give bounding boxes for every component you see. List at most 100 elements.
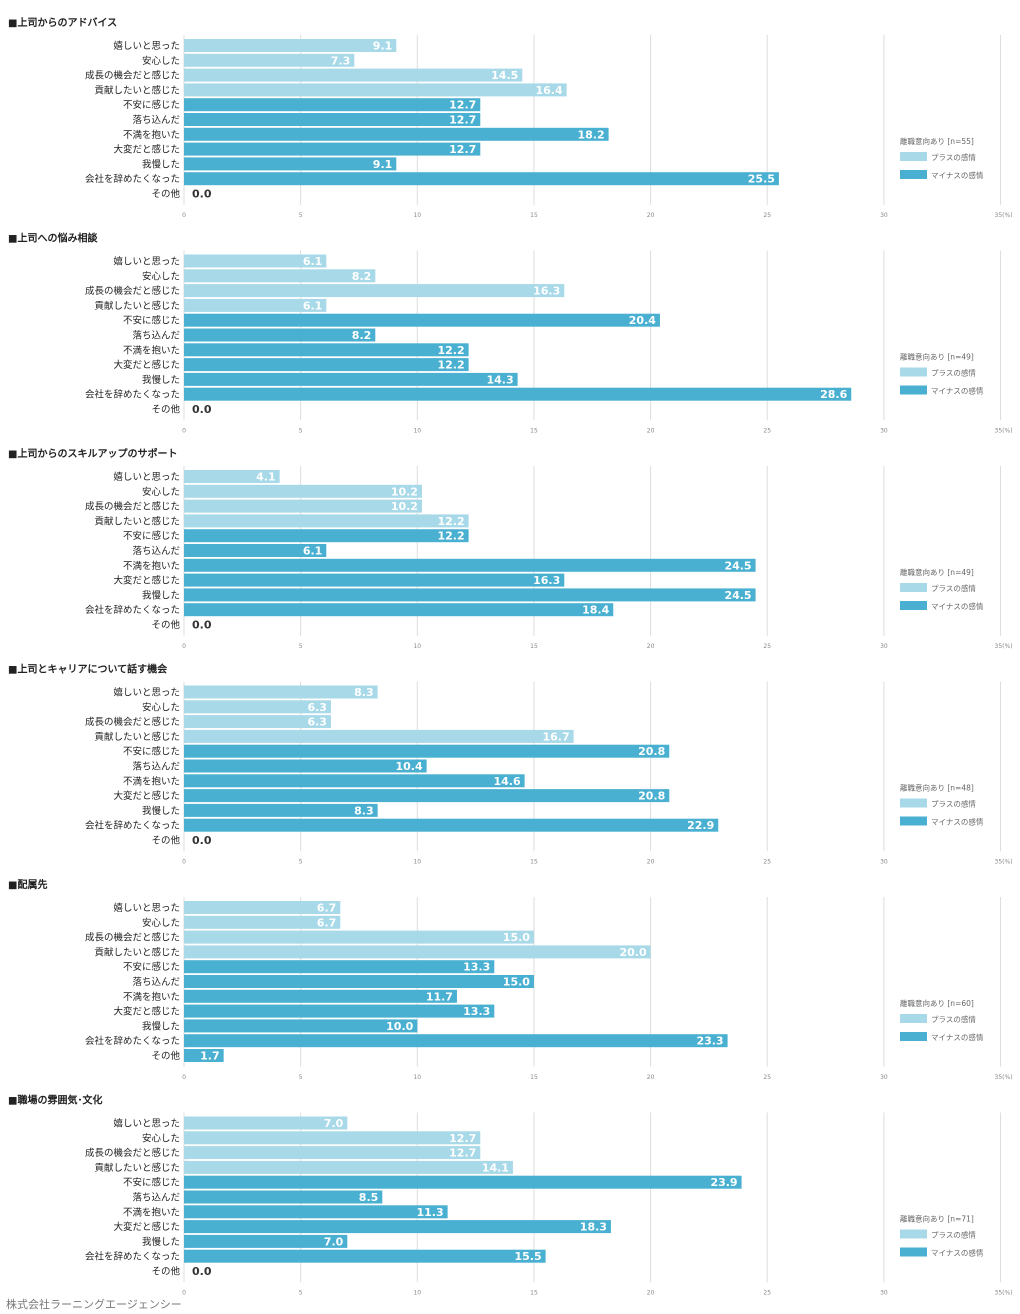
value-label: 10.0: [386, 1020, 413, 1033]
bar: [184, 254, 327, 268]
x-tick-label: 30: [880, 427, 888, 434]
x-tick-label: 10: [413, 643, 421, 650]
x-tick-label: 15: [530, 1074, 538, 1081]
category-label: 貢献したいと感じた: [94, 300, 180, 312]
x-tick-label: 30: [880, 1289, 888, 1296]
x-tick-label: 15: [530, 643, 538, 650]
x-tick-label: 5: [299, 643, 303, 650]
value-label: 16.3: [533, 285, 560, 298]
legend-label-minus: マイナスの感情: [931, 170, 984, 180]
value-label: 12.7: [449, 1132, 476, 1145]
bar: [184, 744, 670, 758]
x-tick-label: 25: [763, 1289, 771, 1296]
legend-label-plus: プラスの感情: [931, 799, 976, 809]
category-label: 貢献したいと感じた: [94, 731, 180, 743]
chart-6: ■職場の雰囲気･文化 0 5 10 15 20 25 30 35(%) 嬉しいと思った 7.0 安心し…: [8, 1094, 1013, 1297]
bar: [184, 113, 481, 126]
value-label: 7.0: [324, 1235, 344, 1248]
value-label: 16.7: [542, 730, 569, 743]
category-label: 不満を抱いた: [123, 991, 180, 1003]
legend-label-plus: プラスの感情: [931, 152, 976, 162]
value-label: 13.3: [463, 961, 490, 974]
value-label: 12.2: [437, 344, 464, 357]
x-tick-label: 10: [413, 1289, 421, 1296]
category-label: その他: [151, 835, 180, 847]
legend-label-plus: プラスの感情: [931, 368, 976, 378]
category-label: 我慢した: [142, 589, 180, 601]
bar: [184, 901, 341, 914]
legend-swatch-minus: [900, 170, 927, 179]
category-label: 不安に感じた: [123, 530, 180, 542]
chart-title: ■上司からのスキルアップのサポート: [8, 447, 177, 460]
legend-title: 離職意向あり [n=71]: [900, 1214, 974, 1224]
x-tick-label: 20: [647, 1289, 655, 1296]
bar: [184, 818, 719, 832]
value-label: 12.2: [437, 359, 464, 372]
legend-swatch-plus: [900, 1014, 927, 1023]
x-tick-label: 35(%): [995, 643, 1013, 650]
x-tick-label: 15: [530, 427, 538, 434]
x-tick-label: 20: [647, 858, 655, 865]
chart-title: ■上司からのアドバイス: [8, 16, 117, 29]
value-label: 12.7: [449, 1147, 476, 1160]
category-label: 大変だと感じた: [113, 144, 180, 156]
category-label: 会社を辞めたくなった: [85, 173, 180, 185]
value-label: 16.3: [533, 574, 560, 587]
legend-label-plus: プラスの感情: [931, 583, 976, 593]
legend-label-minus: マイナスの感情: [931, 601, 984, 611]
value-label: 0.0: [192, 834, 212, 847]
category-label: 嬉しいと思った: [113, 1118, 180, 1130]
value-label: 10.2: [391, 485, 418, 498]
category-label: 貢献したいと感じた: [94, 1162, 180, 1174]
category-label: 安心した: [142, 270, 180, 282]
bar: [184, 558, 756, 572]
bar: [184, 313, 660, 327]
bar: [184, 269, 376, 283]
bar: [184, 774, 525, 788]
legend-title: 離職意向あり [n=60]: [900, 998, 974, 1008]
x-tick-label: 25: [763, 212, 771, 219]
legend-swatch-plus: [900, 583, 927, 592]
value-label: 15.5: [514, 1250, 541, 1263]
bar: [184, 685, 378, 699]
bar: [184, 68, 523, 82]
category-label: 会社を辞めたくなった: [85, 604, 180, 616]
x-tick-label: 35(%): [995, 858, 1013, 865]
bar: [184, 284, 565, 298]
category-label: 成長の機会だと感じた: [85, 285, 180, 297]
category-label: 落ち込んだ: [132, 114, 180, 126]
category-label: 大変だと感じた: [113, 1006, 180, 1018]
value-label: 8.3: [354, 686, 374, 699]
value-label: 10.2: [391, 500, 418, 513]
x-tick-label: 35(%): [995, 212, 1013, 219]
legend-swatch-minus: [900, 601, 927, 610]
bar: [184, 1175, 742, 1189]
bar: [184, 1249, 546, 1263]
bar: [184, 328, 376, 342]
x-tick-label: 20: [647, 1074, 655, 1081]
category-label: 落ち込んだ: [132, 761, 180, 773]
category-label: 会社を辞めたくなった: [85, 1251, 180, 1263]
value-label: 6.3: [307, 716, 327, 729]
value-label: 12.7: [449, 143, 476, 156]
category-label: 嬉しいと思った: [113, 471, 180, 483]
value-label: 8.5: [359, 1191, 379, 1204]
category-label: 我慢した: [142, 374, 180, 386]
category-label: 成長の機会だと感じた: [85, 1147, 180, 1159]
value-label: 6.7: [317, 916, 337, 929]
value-label: 15.0: [503, 931, 530, 944]
bar: [184, 1034, 728, 1048]
bar: [184, 83, 567, 97]
category-label: 落ち込んだ: [132, 1192, 180, 1204]
value-label: 25.5: [748, 173, 775, 186]
value-label: 8.2: [352, 329, 372, 342]
category-label: 安心した: [142, 1132, 180, 1144]
bar: [184, 142, 481, 156]
category-label: 嬉しいと思った: [113, 40, 180, 52]
x-tick-label: 5: [299, 427, 303, 434]
bar: [184, 358, 469, 372]
x-tick-label: 0: [182, 212, 186, 219]
bar: [184, 514, 469, 528]
category-label: 安心した: [142, 55, 180, 67]
category-label: 不安に感じた: [123, 1177, 180, 1189]
